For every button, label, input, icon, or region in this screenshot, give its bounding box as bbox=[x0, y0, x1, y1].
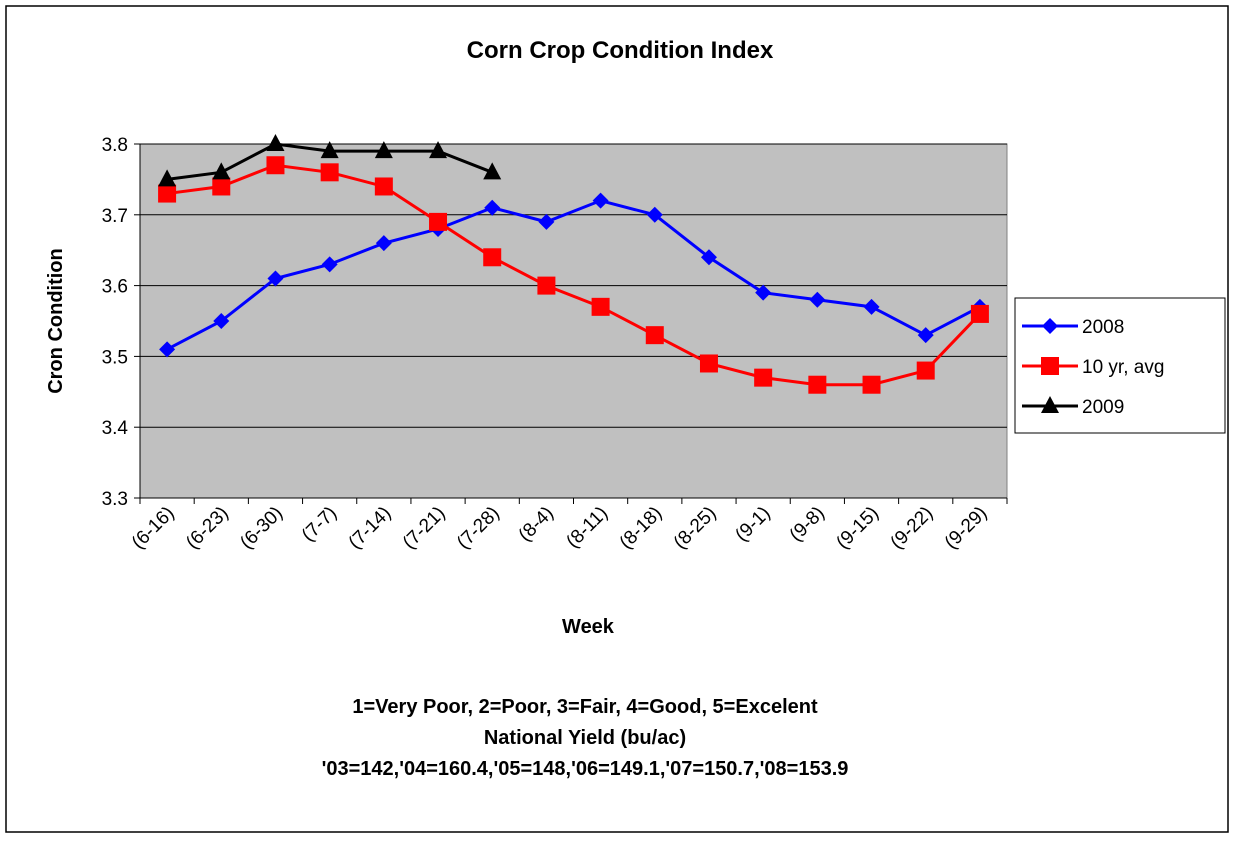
data-point bbox=[863, 298, 880, 315]
data-point bbox=[538, 213, 555, 230]
data-point bbox=[646, 206, 663, 223]
data-point bbox=[267, 270, 284, 287]
data-point bbox=[916, 361, 935, 380]
chart-title: Corn Crop Condition Index bbox=[467, 37, 774, 64]
data-point bbox=[809, 291, 826, 308]
y-axis-label: Cron Condition bbox=[45, 248, 67, 394]
data-point bbox=[213, 313, 230, 329]
data-point bbox=[158, 169, 177, 187]
data-point bbox=[320, 163, 339, 182]
data-point bbox=[754, 368, 773, 387]
data-point bbox=[699, 354, 718, 373]
data-point bbox=[537, 276, 556, 295]
data-point bbox=[266, 156, 285, 175]
data-point bbox=[917, 327, 934, 344]
x-axis-label: Week bbox=[562, 616, 615, 638]
data-point bbox=[429, 141, 448, 159]
data-point bbox=[592, 192, 609, 209]
legend-label: 2009 bbox=[1082, 397, 1124, 418]
data-point bbox=[591, 297, 610, 316]
data-point bbox=[159, 341, 176, 358]
data-point bbox=[212, 162, 231, 180]
data-point bbox=[374, 177, 393, 196]
data-point bbox=[808, 375, 827, 394]
data-point bbox=[970, 304, 989, 323]
y-tick-label: 3.7 bbox=[102, 206, 128, 227]
data-point bbox=[266, 134, 285, 151]
series-line bbox=[166, 163, 981, 387]
data-point bbox=[158, 184, 177, 203]
y-tick-label: 3.5 bbox=[102, 347, 128, 368]
data-point bbox=[484, 199, 501, 216]
data-point bbox=[483, 248, 502, 267]
data-point bbox=[212, 177, 231, 196]
legend-marker bbox=[1042, 318, 1058, 334]
y-tick-label: 3.8 bbox=[102, 135, 128, 156]
legend-label: 10 yr, avg bbox=[1082, 357, 1164, 378]
data-point bbox=[862, 375, 881, 394]
note: 1=Very Poor, 2=Poor, 3=Fair, 4=Good, 5=E… bbox=[352, 696, 818, 718]
legend-marker bbox=[1041, 357, 1059, 375]
data-point bbox=[374, 141, 393, 159]
series-line bbox=[166, 199, 981, 351]
data-point bbox=[755, 284, 772, 301]
legend-marker bbox=[1041, 396, 1059, 413]
data-point bbox=[320, 141, 339, 159]
data-point bbox=[375, 235, 392, 252]
y-tick-label: 3.3 bbox=[102, 489, 128, 510]
legend-label: 2008 bbox=[1082, 317, 1124, 338]
data-point bbox=[700, 249, 717, 266]
plot-area bbox=[139, 143, 1008, 499]
note: '03=142,'04=160.4,'05=148,'06=149.1,'07=… bbox=[322, 758, 849, 780]
data-point bbox=[321, 256, 338, 273]
data-point bbox=[429, 212, 448, 231]
data-point bbox=[483, 162, 502, 180]
y-tick-label: 3.4 bbox=[102, 418, 129, 439]
y-tick-label: 3.6 bbox=[102, 277, 128, 298]
data-point bbox=[645, 326, 664, 345]
note: National Yield (bu/ac) bbox=[484, 727, 686, 749]
